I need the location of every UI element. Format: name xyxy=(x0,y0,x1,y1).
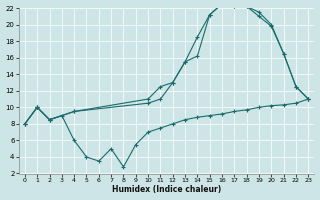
X-axis label: Humidex (Indice chaleur): Humidex (Indice chaleur) xyxy=(112,185,221,194)
